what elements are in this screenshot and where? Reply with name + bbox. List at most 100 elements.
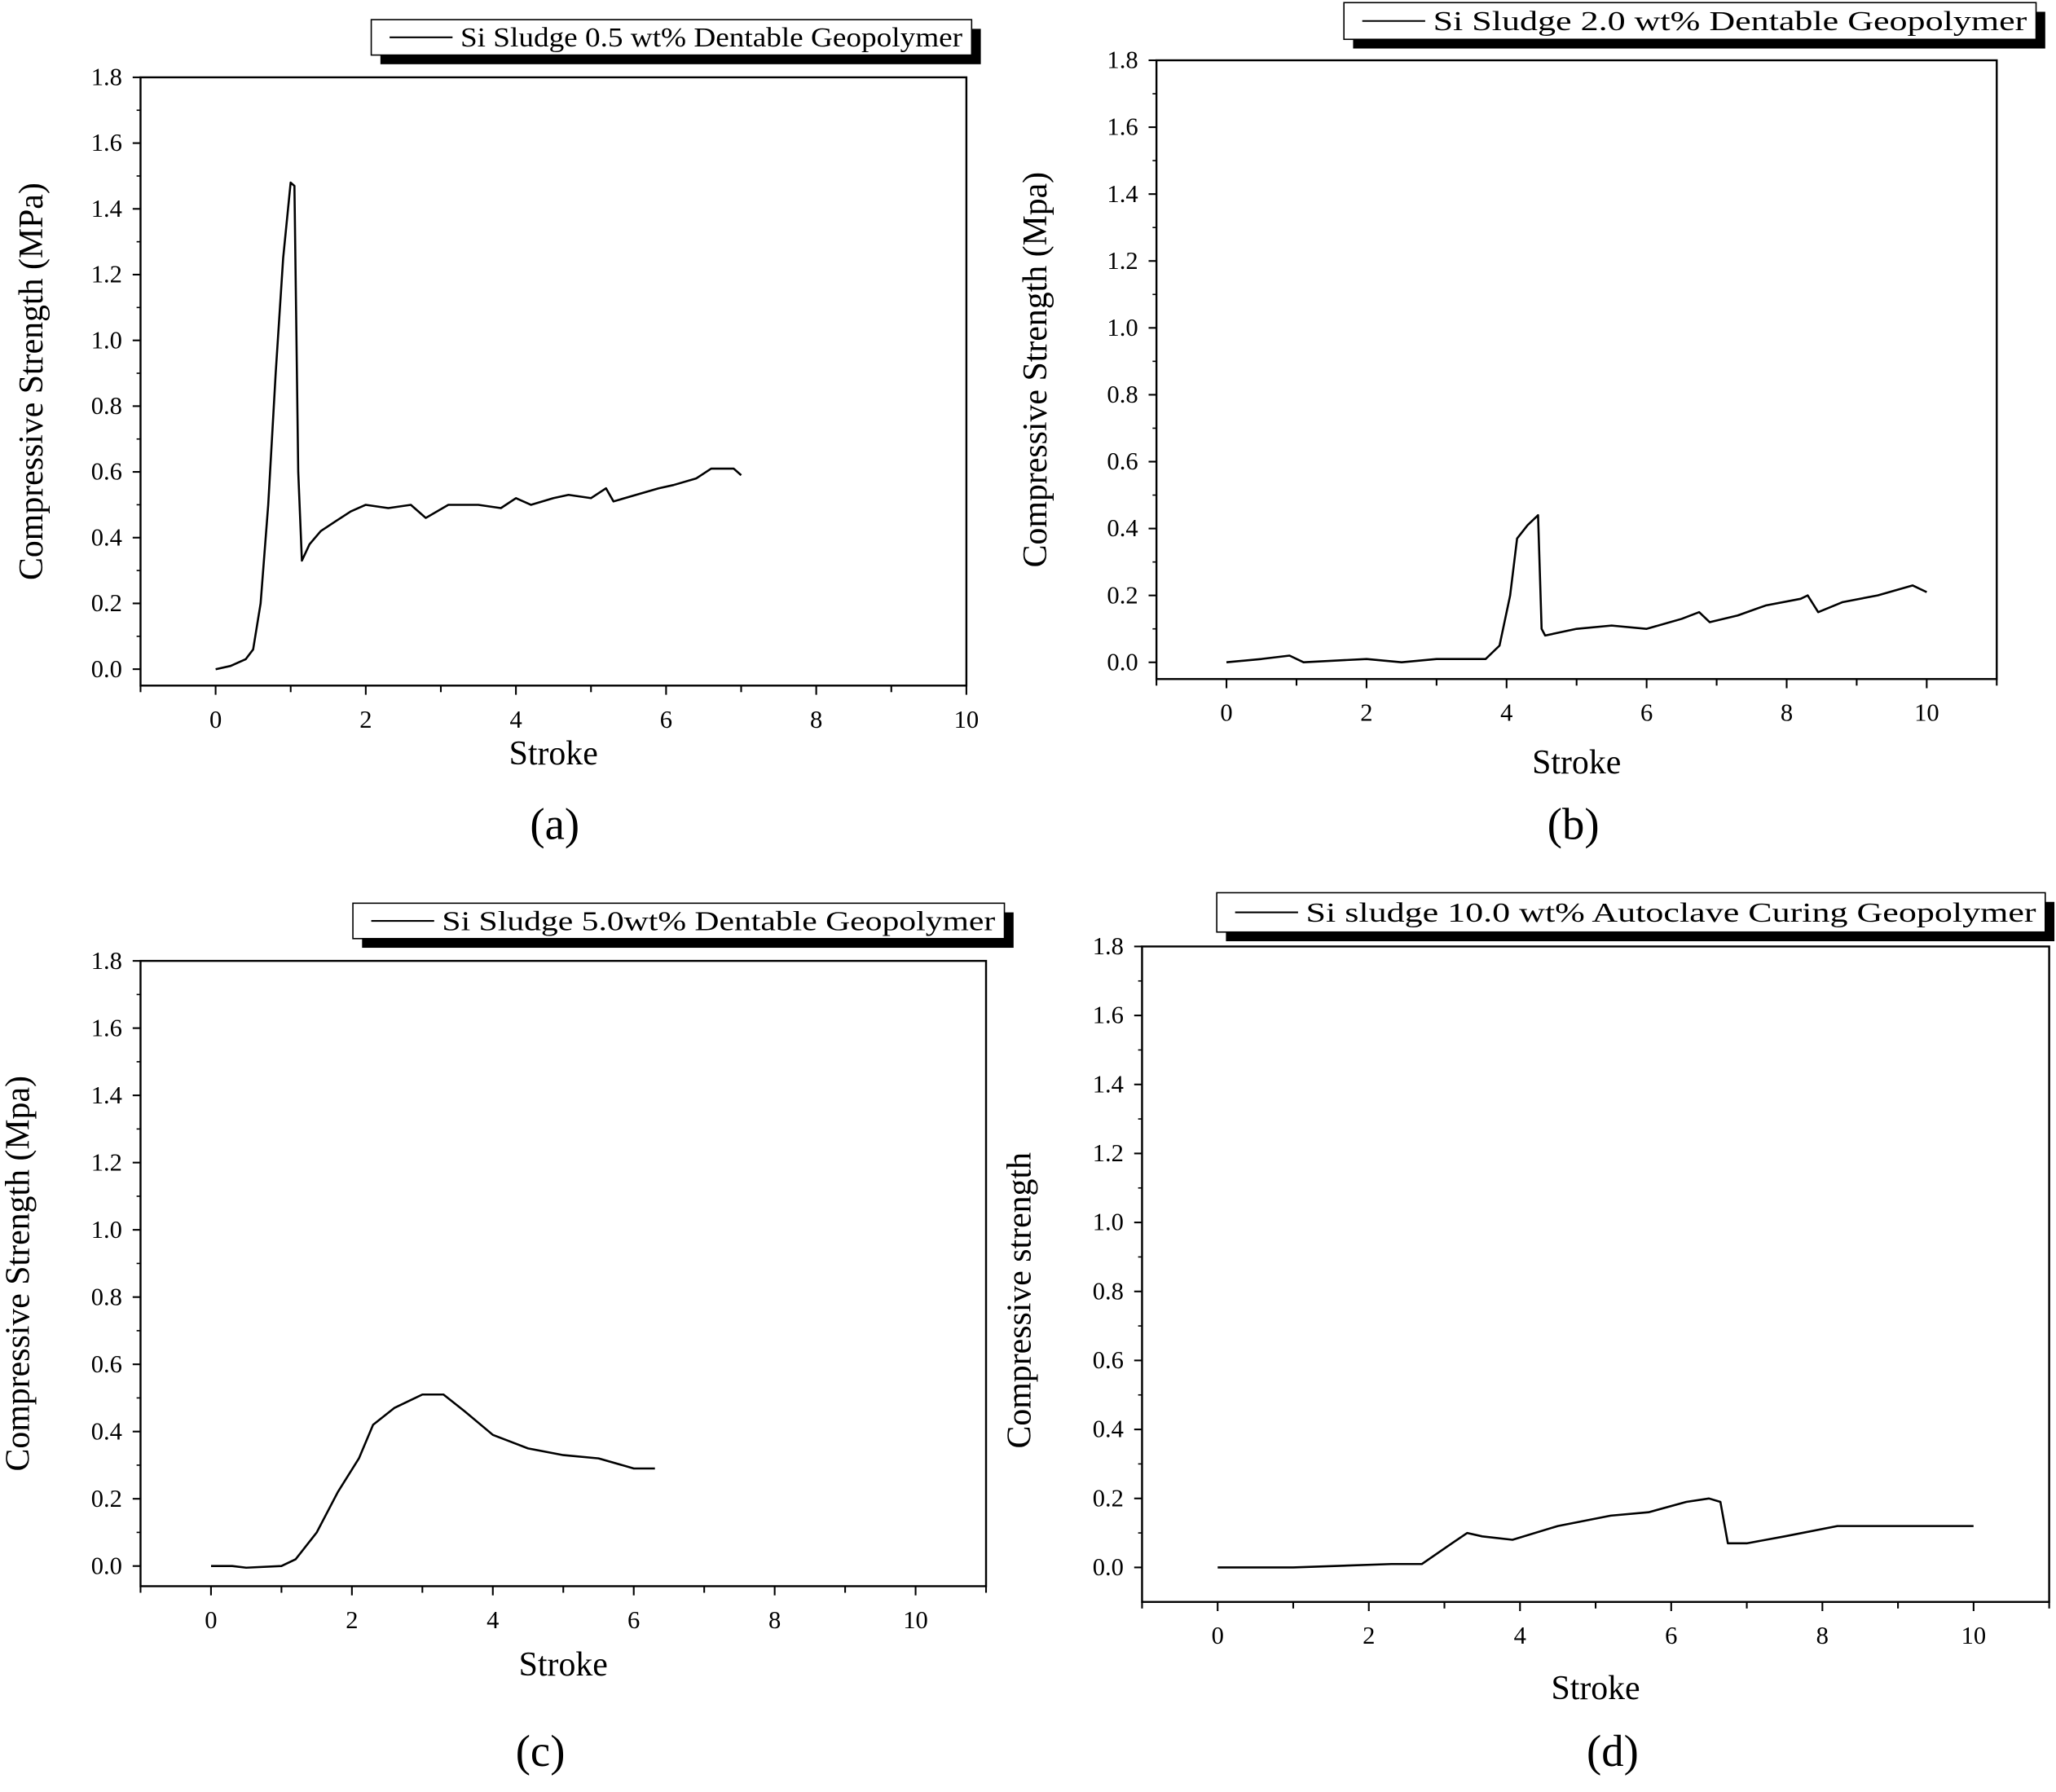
y-tick-label: 0.0 <box>91 1552 122 1579</box>
x-tick-label: 0 <box>1212 1622 1224 1649</box>
y-tick-label: 0.8 <box>1093 1277 1124 1305</box>
x-tick-label: 0 <box>209 706 222 733</box>
x-tick-label: 0 <box>205 1606 217 1634</box>
y-tick-label: 1.0 <box>91 1216 122 1244</box>
panel-caption: (d) <box>1587 1726 1639 1776</box>
series-line <box>211 1393 655 1570</box>
x-axis-label: Stroke <box>519 1646 608 1684</box>
y-tick-label: 1.8 <box>1107 46 1138 74</box>
series-line <box>215 181 742 671</box>
legend-label: Si Sludge 2.0 wt% Dentable Geopolymer <box>1433 7 2027 37</box>
x-tick-label: 10 <box>1914 699 1939 727</box>
x-tick-label: 2 <box>346 1606 358 1634</box>
y-tick-label: 0.4 <box>1107 514 1138 542</box>
legend-label: Si Sludge 5.0wt% Dentable Geopolymer <box>442 906 995 936</box>
series-line <box>1226 513 1927 663</box>
y-tick-label: 0.8 <box>91 392 122 420</box>
y-tick-label: 1.4 <box>1107 180 1138 208</box>
x-tick-label: 8 <box>810 706 822 733</box>
legend-box <box>352 902 1006 940</box>
x-tick-label: 10 <box>903 1606 928 1634</box>
y-axis-label: Compressive Strength (Mpa) <box>1017 172 1054 567</box>
x-tick-label: 8 <box>1816 1622 1829 1649</box>
y-tick-label: 1.0 <box>1093 1209 1124 1236</box>
y-tick-label: 1.2 <box>91 261 122 288</box>
x-tick-label: 2 <box>1360 699 1372 727</box>
legend: Si Sludge 0.5 wt% Dentable Geopolymer <box>370 19 981 64</box>
x-tick-label: 6 <box>1640 699 1653 727</box>
y-tick-label: 1.8 <box>91 64 122 91</box>
y-tick-label: 0.6 <box>1093 1346 1124 1374</box>
x-tick-label: 10 <box>1961 1622 1987 1649</box>
y-tick-label: 0.2 <box>91 589 122 617</box>
y-tick-label: 1.6 <box>1093 1002 1124 1029</box>
y-tick-label: 0.2 <box>1093 1484 1124 1512</box>
y-tick-label: 1.8 <box>1093 932 1124 960</box>
y-tick-label: 0.2 <box>1107 581 1138 609</box>
y-tick-label: 1.2 <box>1093 1139 1124 1167</box>
legend-box <box>1343 2 2037 41</box>
plot-frame <box>1155 59 1998 680</box>
x-axis-label: Stroke <box>1532 744 1621 782</box>
x-tick-label: 4 <box>486 1606 499 1634</box>
y-tick-label: 1.0 <box>1107 314 1138 341</box>
y-tick-label: 0.8 <box>1107 381 1138 408</box>
plot-frame <box>139 959 988 1587</box>
panel-caption: (a) <box>530 799 579 849</box>
y-tick-label: 1.0 <box>91 326 122 354</box>
y-tick-label: 0.2 <box>91 1485 122 1512</box>
legend-box <box>1216 892 2046 933</box>
x-axis-label: Stroke <box>1551 1670 1640 1707</box>
y-tick-label: 0.0 <box>1093 1553 1124 1581</box>
y-tick-label: 1.4 <box>1093 1070 1124 1098</box>
y-tick-label: 1.4 <box>91 195 122 222</box>
legend-box <box>370 19 973 56</box>
y-tick-label: 1.8 <box>91 947 122 975</box>
x-tick-label: 6 <box>1665 1622 1677 1649</box>
legend: Si sludge 10.0 wt% Autoclave Curing Geop… <box>1216 892 2055 941</box>
chart-panel-c: 0.0 0.2 0.4 0.6 0.8 1.0 1.2 1.4 1.6 1.8 0 2 4 6 8 10 Str… <box>0 902 1014 1776</box>
x-tick-label: 10 <box>954 706 980 733</box>
x-tick-label: 4 <box>1500 699 1512 727</box>
y-tick-label: 0.0 <box>91 655 122 683</box>
legend-label: Si Sludge 0.5 wt% Dentable Geopolymer <box>460 23 962 53</box>
series-line <box>1217 1497 1974 1569</box>
y-axis-label: Compressive Strength (Mpa) <box>0 1076 37 1471</box>
y-tick-label: 1.6 <box>91 129 122 156</box>
y-tick-label: 0.4 <box>1093 1416 1124 1443</box>
y-tick-label: 0.4 <box>91 523 122 551</box>
chart-panel-a: 0.0 0.2 0.4 0.6 0.8 1.0 1.2 1.4 1.6 1.8 0 2 4 6 8 10 Str… <box>13 19 981 849</box>
y-tick-label: 0.6 <box>91 458 122 486</box>
y-tick-label: 1.6 <box>1107 113 1138 141</box>
legend: Si Sludge 5.0wt% Dentable Geopolymer <box>352 902 1014 949</box>
x-tick-label: 4 <box>509 706 522 733</box>
panel-caption: (b) <box>1548 799 1600 849</box>
y-tick-label: 0.6 <box>1107 447 1138 475</box>
x-tick-label: 6 <box>627 1606 640 1634</box>
x-tick-label: 8 <box>1781 699 1793 727</box>
x-tick-label: 6 <box>660 706 672 733</box>
plot-frame <box>1141 945 2050 1603</box>
plot-frame <box>139 76 968 687</box>
legend: Si Sludge 2.0 wt% Dentable Geopolymer <box>1343 2 2045 49</box>
y-tick-label: 1.2 <box>91 1148 122 1176</box>
y-tick-label: 1.4 <box>91 1081 122 1109</box>
y-tick-label: 1.2 <box>1107 247 1138 275</box>
y-tick-label: 0.8 <box>91 1283 122 1310</box>
chart-panel-b: 0.0 0.2 0.4 0.6 0.8 1.0 1.2 1.4 1.6 1.8 0 2 4 6 8 10 Str… <box>1017 2 2045 849</box>
y-tick-label: 1.6 <box>91 1014 122 1041</box>
y-tick-label: 0.6 <box>91 1350 122 1378</box>
x-tick-label: 2 <box>359 706 372 733</box>
chart-panel-d: 0.0 0.2 0.4 0.6 0.8 1.0 1.2 1.4 1.6 1.8 0 2 4 6 8 10 Str… <box>1002 892 2055 1776</box>
x-tick-label: 2 <box>1363 1622 1375 1649</box>
panel-caption: (c) <box>516 1726 566 1776</box>
x-tick-label: 8 <box>768 1606 781 1634</box>
x-tick-label: 4 <box>1514 1622 1526 1649</box>
y-axis-label: Compressive Strength (MPa) <box>13 183 51 580</box>
x-tick-label: 0 <box>1220 699 1232 727</box>
legend-label: Si sludge 10.0 wt% Autoclave Curing Geop… <box>1306 898 2036 928</box>
x-axis-label: Stroke <box>509 735 598 773</box>
y-tick-label: 0.4 <box>91 1417 122 1445</box>
y-tick-label: 0.0 <box>1107 648 1138 676</box>
